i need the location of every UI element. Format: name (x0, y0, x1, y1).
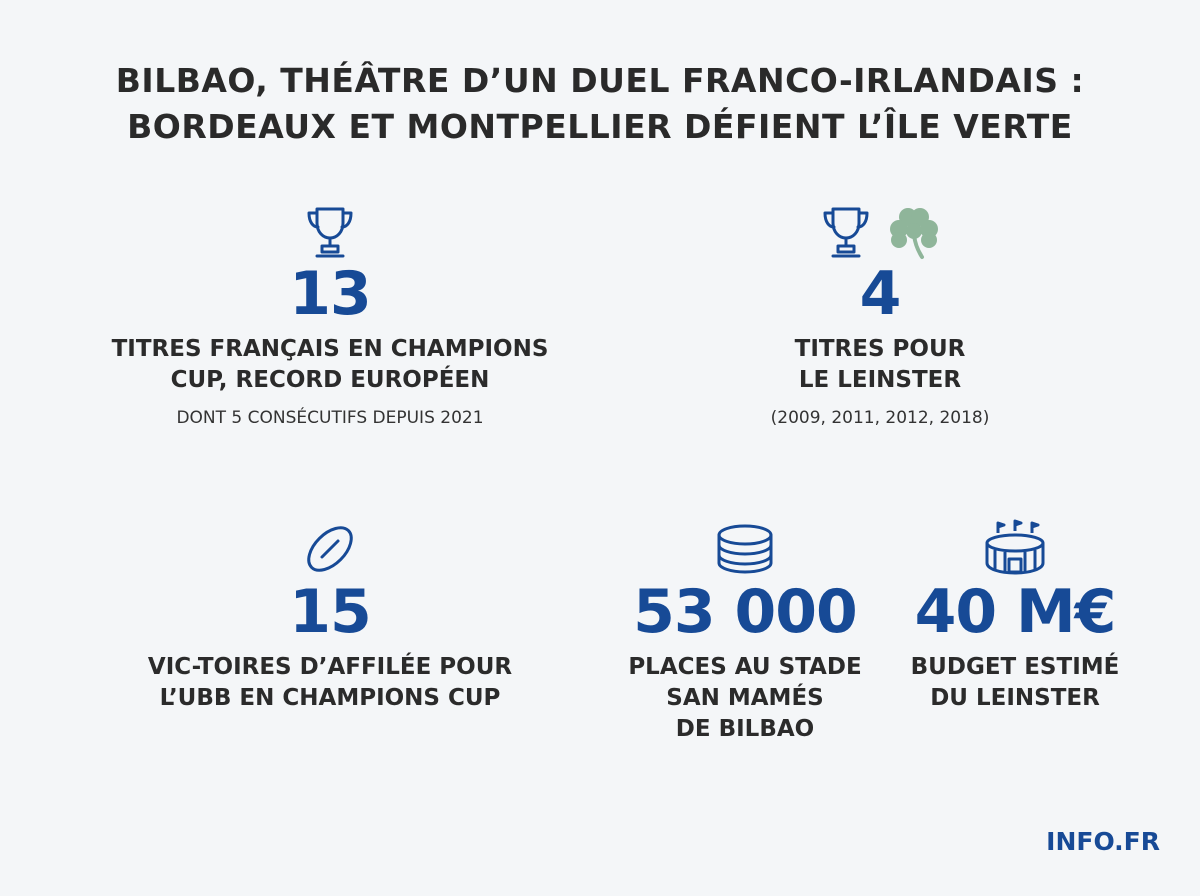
stat-leinster-titles: 4 TITRES POUR LE LEINSTER (2009, 2011, 2… (630, 200, 1130, 430)
stat-label-line: VIC-TOIRES D’AFFILÉE POUR (147, 654, 513, 680)
stat-label-line: CUP, RECORD EUROPÉEN (170, 367, 490, 393)
stat-subtext: DONT 5 CONSÉCUTIFS DEPUIS 2021 (176, 408, 484, 428)
stat-label-line: BUDGET ESTIMÉ (910, 654, 1120, 680)
stat-label: PLACES AU STADE SAN MAMÉS DE BILBAO (610, 652, 880, 745)
stadium-icon (985, 519, 1045, 575)
stat-label: TITRES POUR LE LEINSTER (630, 334, 1130, 396)
stat-leinster-budget: 40 M€ BUDGET ESTIMÉ DU LEINSTER (890, 518, 1140, 714)
shamrock-icon (890, 208, 938, 259)
coin-stack-icon (717, 524, 773, 574)
stat-label: VIC-TOIRES D’AFFILÉE POUR L’UBB EN CHAMP… (80, 652, 580, 714)
stat-subtext: (2009, 2011, 2012, 2018) (770, 408, 990, 428)
source-logo: INFO.FR (1046, 827, 1160, 856)
trophy-icon (307, 207, 353, 258)
trophy-icon (823, 207, 869, 258)
stat-label-line: TITRES FRANÇAIS EN CHAMPIONS (111, 336, 549, 362)
stat-label-line: LE LEINSTER (798, 367, 962, 393)
stat-value: 13 (289, 259, 372, 329)
stat-label-line: TITRES POUR (794, 336, 966, 362)
stat-value: 53 000 (633, 577, 858, 647)
stat-value: 40 M€ (914, 577, 1117, 647)
stat-label-line: PLACES AU STADE (628, 654, 862, 680)
title-line-1: BILBAO, THÉÂTRE D’UN DUEL FRANCO-IRLANDA… (115, 61, 1085, 100)
stat-label-line: DE BILBAO (675, 716, 815, 742)
rugby-ball-icon (307, 526, 353, 572)
stat-label-line: L’UBB EN CHAMPIONS CUP (159, 685, 501, 711)
stat-ubb-wins: 15 VIC-TOIRES D’AFFILÉE POUR L’UBB EN CH… (80, 518, 580, 714)
stat-french-titles: 13 TITRES FRANÇAIS EN CHAMPIONS CUP, REC… (60, 200, 600, 430)
stat-stadium-seats: 53 000 PLACES AU STADE SAN MAMÉS DE BILB… (610, 518, 880, 745)
stat-value: 4 (859, 259, 902, 329)
stat-label-line: DU LEINSTER (930, 685, 1100, 711)
stat-value: 15 (289, 577, 372, 647)
stat-label: BUDGET ESTIMÉ DU LEINSTER (890, 652, 1140, 714)
stat-label-line: SAN MAMÉS (666, 685, 824, 711)
page-title: BILBAO, THÉÂTRE D’UN DUEL FRANCO-IRLANDA… (0, 58, 1200, 150)
title-line-2: BORDEAUX ET MONTPELLIER DÉFIENT L’ÎLE VE… (127, 107, 1073, 146)
stat-label: TITRES FRANÇAIS EN CHAMPIONS CUP, RECORD… (60, 334, 600, 396)
